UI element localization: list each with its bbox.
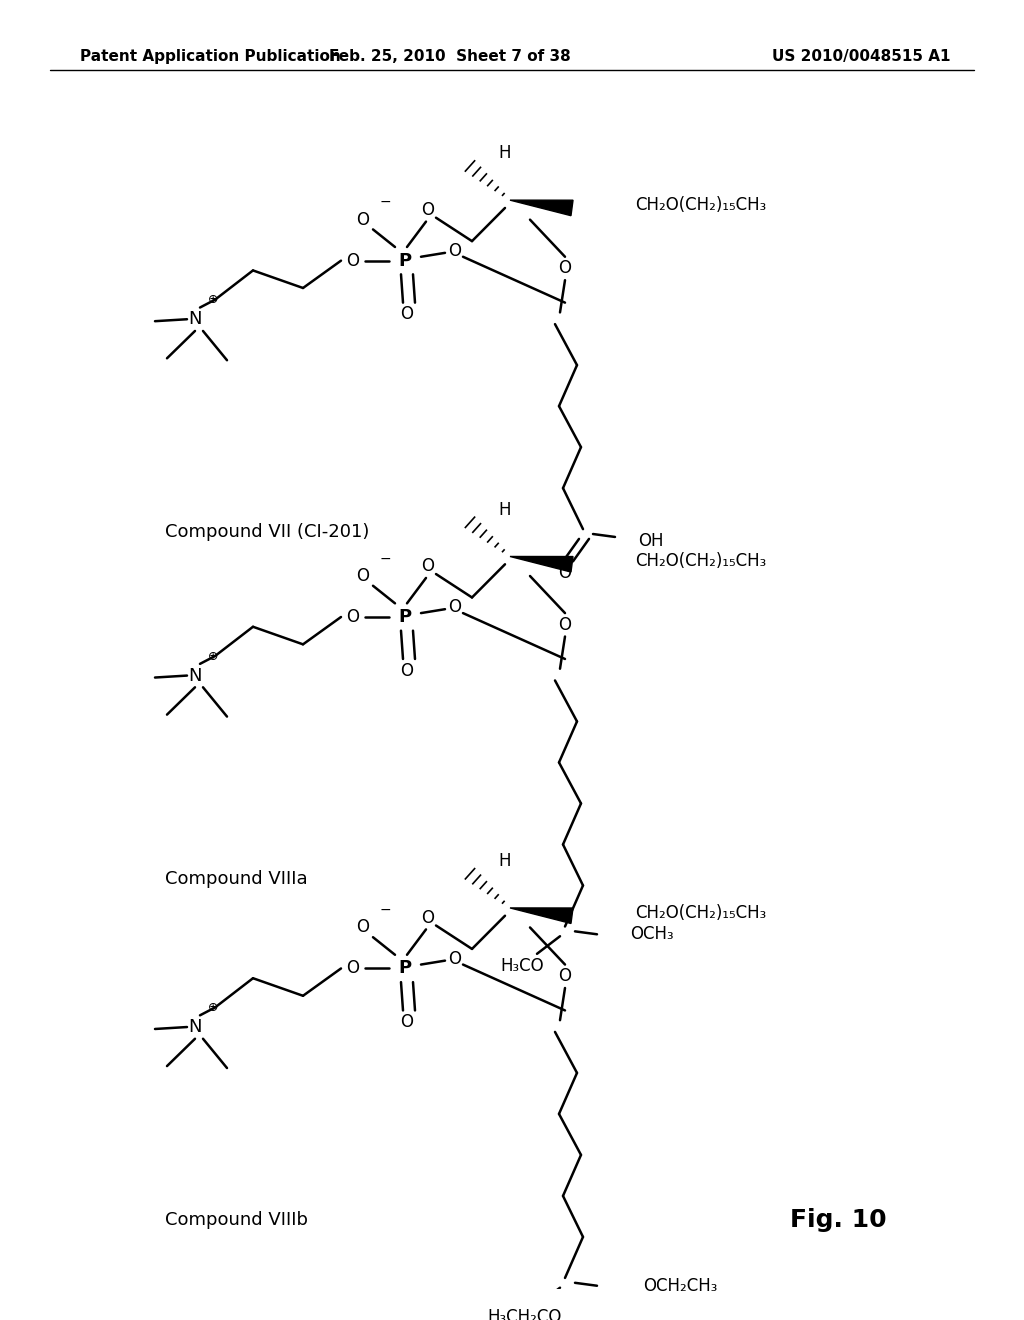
Text: Compound VII (CI-201): Compound VII (CI-201)	[165, 523, 370, 541]
Text: −: −	[379, 903, 391, 917]
Text: ⊕: ⊕	[208, 1001, 218, 1014]
Text: −: −	[379, 552, 391, 565]
Text: O: O	[400, 305, 414, 323]
Text: P: P	[398, 609, 412, 626]
Text: H: H	[499, 853, 511, 870]
Text: OH: OH	[638, 532, 664, 550]
Text: O: O	[449, 598, 462, 616]
Text: P: P	[398, 252, 412, 269]
Text: CH₂O(CH₂)₁₅CH₃: CH₂O(CH₂)₁₅CH₃	[635, 904, 766, 921]
Text: Patent Application Publication: Patent Application Publication	[80, 49, 341, 65]
Text: CH₂O(CH₂)₁₅CH₃: CH₂O(CH₂)₁₅CH₃	[635, 195, 766, 214]
Text: O: O	[449, 949, 462, 968]
Text: O: O	[558, 260, 571, 277]
Text: US 2010/0048515 A1: US 2010/0048515 A1	[771, 49, 950, 65]
Text: O: O	[422, 557, 434, 576]
Text: ⊕: ⊕	[208, 649, 218, 663]
Text: CH₂O(CH₂)₁₅CH₃: CH₂O(CH₂)₁₅CH₃	[635, 552, 766, 570]
Polygon shape	[510, 557, 573, 572]
Text: O: O	[356, 919, 370, 936]
Text: O: O	[346, 960, 359, 977]
Text: −: −	[379, 195, 391, 209]
Text: O: O	[346, 609, 359, 626]
Text: O: O	[346, 252, 359, 269]
Text: H: H	[499, 144, 511, 162]
Text: Compound VIIIb: Compound VIIIb	[165, 1212, 308, 1229]
Text: O: O	[422, 908, 434, 927]
Text: H: H	[499, 500, 511, 519]
Text: OCH₃: OCH₃	[630, 925, 674, 944]
Text: N: N	[188, 310, 202, 329]
Text: O: O	[356, 211, 370, 228]
Text: Feb. 25, 2010  Sheet 7 of 38: Feb. 25, 2010 Sheet 7 of 38	[329, 49, 570, 65]
Text: O: O	[400, 661, 414, 680]
Text: P: P	[398, 960, 412, 977]
Polygon shape	[510, 908, 573, 924]
Text: N: N	[188, 1018, 202, 1036]
Text: Fig. 10: Fig. 10	[790, 1208, 887, 1233]
Text: O: O	[558, 968, 571, 985]
Text: OCH₂CH₃: OCH₂CH₃	[643, 1276, 718, 1295]
Text: O: O	[422, 201, 434, 219]
Polygon shape	[510, 201, 573, 215]
Text: O: O	[356, 568, 370, 585]
Text: Compound VIIIa: Compound VIIIa	[165, 870, 307, 887]
Text: O: O	[558, 616, 571, 634]
Text: O: O	[449, 242, 462, 260]
Text: H₃CH₂CO: H₃CH₂CO	[487, 1308, 561, 1320]
Text: O: O	[558, 564, 571, 582]
Text: H₃CO: H₃CO	[500, 957, 544, 974]
Text: O: O	[400, 1014, 414, 1031]
Text: ⊕: ⊕	[208, 293, 218, 306]
Text: N: N	[188, 667, 202, 685]
